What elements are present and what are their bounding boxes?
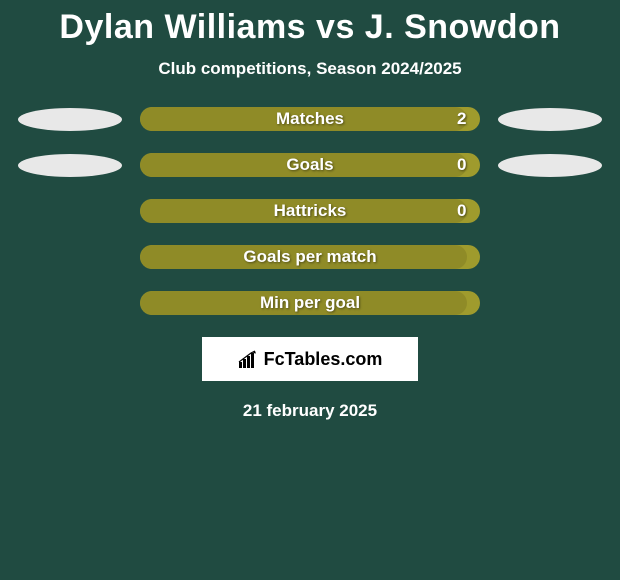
stat-row: Goals per match	[0, 245, 620, 269]
page-title: Dylan Williams vs J. Snowdon	[0, 8, 620, 47]
logo: FcTables.com	[238, 349, 383, 370]
stat-bar: Hattricks0	[140, 199, 481, 223]
stat-bar: Min per goal	[140, 291, 481, 315]
stat-value-right: 2	[457, 109, 466, 129]
right-slot	[480, 108, 620, 131]
stat-label: Hattricks	[140, 201, 481, 221]
stat-label: Goals	[140, 155, 481, 175]
stat-row: Min per goal	[0, 291, 620, 315]
stat-row: Matches2	[0, 107, 620, 131]
player-right-ellipse	[498, 108, 602, 131]
bars-icon	[238, 350, 260, 368]
stat-bar: Matches2	[140, 107, 481, 131]
stat-label: Goals per match	[140, 247, 481, 267]
stat-label: Min per goal	[140, 293, 481, 313]
stat-bar: Goals0	[140, 153, 481, 177]
stat-row: Goals0	[0, 153, 620, 177]
right-slot	[480, 154, 620, 177]
stat-row: Hattricks0	[0, 199, 620, 223]
date-text: 21 february 2025	[0, 401, 620, 421]
player-left-ellipse	[18, 154, 122, 177]
logo-text: FcTables.com	[264, 349, 383, 370]
player-right-ellipse	[498, 154, 602, 177]
player-left-ellipse	[18, 108, 122, 131]
stat-value-right: 0	[457, 155, 466, 175]
stat-value-right: 0	[457, 201, 466, 221]
comparison-infographic: Dylan Williams vs J. Snowdon Club compet…	[0, 0, 620, 421]
stat-label: Matches	[140, 109, 481, 129]
stat-bar: Goals per match	[140, 245, 481, 269]
logo-box: FcTables.com	[202, 337, 418, 381]
left-slot	[0, 154, 140, 177]
stat-rows: Matches2Goals0Hattricks0Goals per matchM…	[0, 107, 620, 315]
left-slot	[0, 108, 140, 131]
subtitle: Club competitions, Season 2024/2025	[0, 59, 620, 79]
